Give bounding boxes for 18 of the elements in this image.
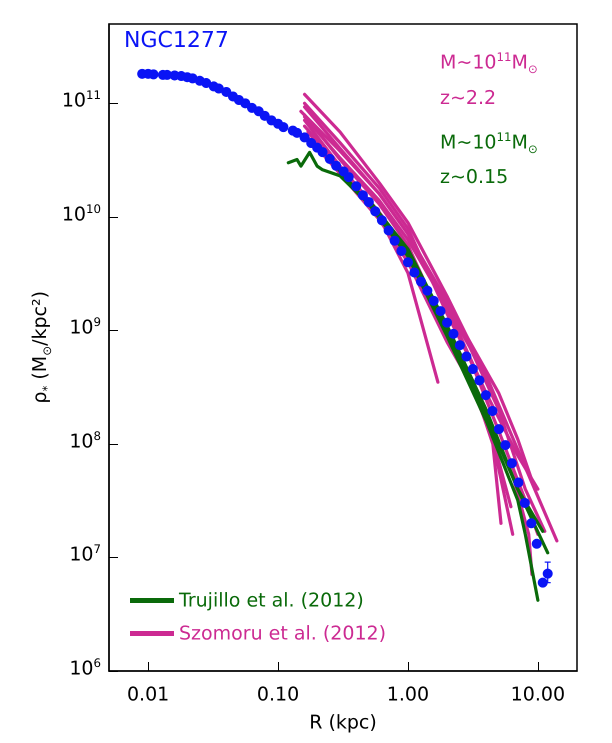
annotation: M~10$^{11}$M$_{⊙}$ <box>440 130 538 156</box>
annotation: NGC1277 <box>124 28 229 53</box>
y-tick-label: 10$^{10}$ <box>62 202 101 226</box>
x-tick-label: 10.00 <box>510 684 566 706</box>
x-tick-label: 1.00 <box>386 684 430 706</box>
y-tick-label: 10$^{6}$ <box>69 656 101 680</box>
annotation: z~2.2 <box>440 87 496 109</box>
x-tick-label: 0.10 <box>256 684 300 706</box>
y-tick-label: 10$^{8}$ <box>69 428 101 452</box>
x-axis-title: R (kpc) <box>309 712 377 734</box>
y-tick-label: 10$^{11}$ <box>62 88 101 112</box>
annotation: z~0.15 <box>440 166 508 188</box>
x-tick-label: 0.01 <box>126 684 170 706</box>
legend-label: Szomoru et al. (2012) <box>179 622 386 644</box>
y-tick-label: 10$^{7}$ <box>69 542 101 566</box>
y-tick-label: 10$^{9}$ <box>69 315 101 339</box>
legend-label: Trujillo et al. (2012) <box>178 590 364 612</box>
annotation: M~10$^{11}$M$_{⊙}$ <box>440 50 538 76</box>
